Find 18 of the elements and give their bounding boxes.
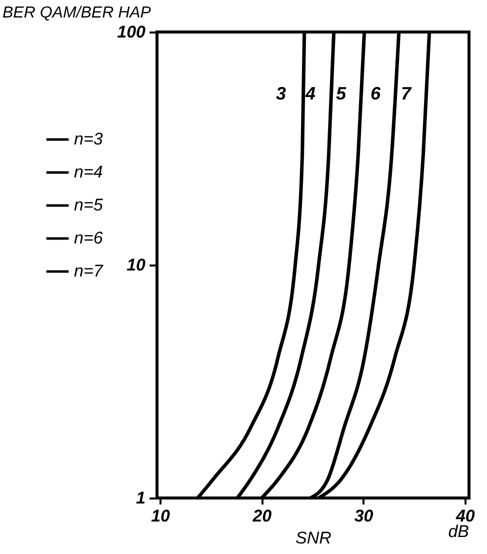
- x-axis-title: SNR: [296, 528, 332, 548]
- y-tick-label: 10: [126, 256, 146, 274]
- annotation: 4: [304, 83, 316, 104]
- legend-label: n=4: [74, 162, 103, 182]
- legend-label: n=6: [74, 228, 104, 248]
- y-axis-title: BER QAM/BER HAP: [2, 4, 152, 22]
- x-tick-label: 20: [252, 506, 272, 526]
- annotation: 7: [400, 83, 412, 104]
- legend-label: n=5: [74, 196, 104, 214]
- annotation: 5: [336, 83, 347, 104]
- y-tick-label: 1: [136, 488, 146, 508]
- legend-label: n=7: [74, 262, 104, 280]
- x-tick-label: 30: [354, 506, 374, 526]
- annotation: 6: [370, 83, 382, 104]
- legend-label: n=3: [74, 130, 104, 148]
- x-tick-label: 10: [151, 506, 171, 526]
- y-tick-label: 100: [117, 22, 146, 42]
- annotation: 3: [276, 83, 286, 104]
